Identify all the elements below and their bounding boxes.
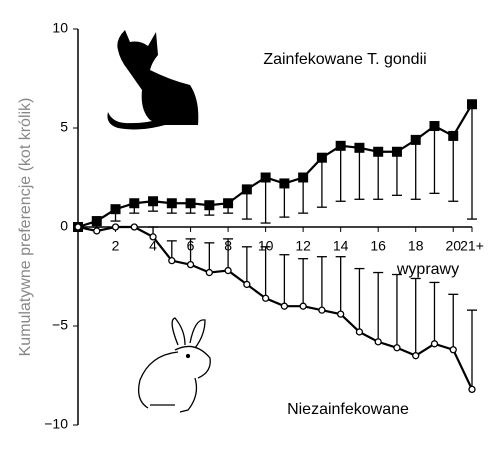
marker <box>279 178 290 189</box>
marker <box>374 338 382 346</box>
y-axis-label: Kumulatywne preferencje (kot królik) <box>17 98 34 357</box>
marker <box>204 200 215 211</box>
x-tick-label: 2 <box>112 238 120 254</box>
y-tick-label: 0 <box>60 218 68 234</box>
marker <box>335 140 346 151</box>
marker <box>412 352 420 360</box>
marker <box>168 257 176 265</box>
marker <box>355 328 364 336</box>
y-tick-label: −5 <box>52 317 68 333</box>
y-tick-label: −10 <box>44 416 68 432</box>
marker <box>241 184 252 195</box>
marker <box>110 204 121 215</box>
marker <box>318 306 326 314</box>
series-line <box>77 225 473 390</box>
y-tick-label: 5 <box>60 119 68 135</box>
x-tick-label: 21+ <box>460 238 484 254</box>
marker <box>410 134 421 145</box>
marker <box>316 152 327 163</box>
marker <box>354 142 365 153</box>
marker <box>260 172 271 183</box>
rabbit-icon <box>137 317 211 413</box>
marker <box>299 302 307 310</box>
x-tick-label: 16 <box>370 238 386 254</box>
marker <box>448 130 459 141</box>
marker <box>205 268 213 277</box>
marker <box>393 344 401 352</box>
marker <box>429 121 440 132</box>
marker <box>373 146 384 157</box>
y-tick-label: 10 <box>52 20 68 36</box>
marker <box>449 346 457 354</box>
marker <box>223 198 234 209</box>
x-tick-label: 20 <box>445 238 461 254</box>
x-tick-label: 12 <box>295 238 311 254</box>
marker <box>298 172 309 183</box>
x-tick-label: 14 <box>333 238 349 254</box>
marker <box>91 216 102 227</box>
series-line <box>77 103 473 229</box>
x-tick-label: 18 <box>408 238 424 254</box>
cat-icon <box>107 30 199 130</box>
series-label: Niezainfekowane <box>287 401 409 418</box>
marker <box>243 280 251 289</box>
marker <box>129 198 140 209</box>
marker <box>74 223 82 231</box>
marker <box>224 266 232 275</box>
marker <box>430 340 439 348</box>
marker <box>467 99 477 110</box>
marker <box>111 223 120 231</box>
marker <box>468 385 476 394</box>
x-tick-label: 4 <box>149 238 157 254</box>
marker <box>261 294 270 302</box>
marker <box>280 302 289 310</box>
marker <box>186 260 195 269</box>
marker <box>337 310 345 318</box>
marker <box>149 233 157 241</box>
marker <box>130 223 138 231</box>
marker <box>93 227 101 235</box>
marker <box>148 196 159 207</box>
x-tick-label: 10 <box>258 238 274 254</box>
series-label: Zainfekowane T. gondii <box>263 51 426 68</box>
marker <box>391 146 402 157</box>
x-axis-label: wyprawy <box>396 261 459 278</box>
marker <box>185 198 196 209</box>
marker <box>166 198 177 209</box>
